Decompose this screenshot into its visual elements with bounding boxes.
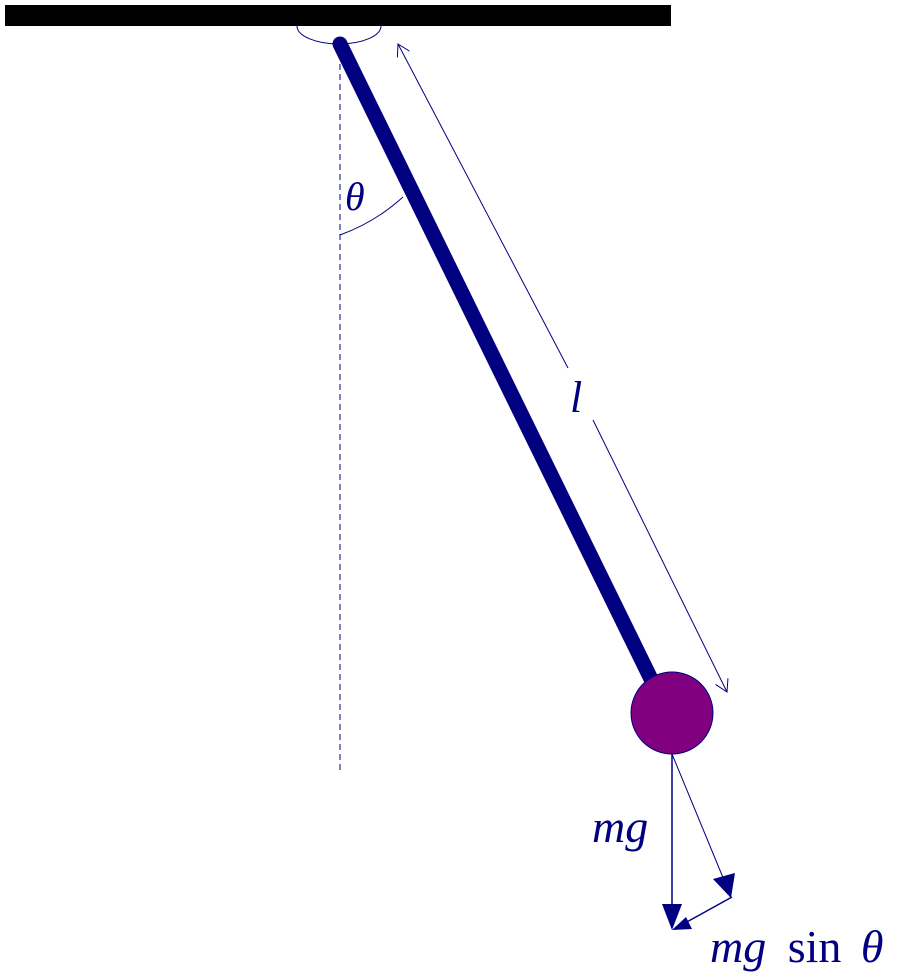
weight-label: mg: [592, 801, 648, 852]
pendulum-rod: [332, 36, 659, 687]
tangential-vector-line: [671, 753, 725, 881]
pendulum-bob: [630, 671, 714, 755]
angle-arc: [339, 196, 404, 236]
tangential-label-sin: sin: [788, 921, 842, 972]
tangential-label-mg: mg: [710, 921, 766, 972]
tangential-vector-arrowhead: [713, 873, 735, 898]
length-label: l: [570, 373, 582, 422]
connector-arrowhead: [672, 917, 692, 930]
weight-vector-arrowhead: [662, 904, 682, 930]
tangential-component-label: mg sin θ: [710, 921, 884, 972]
length-dimension-lower: [592, 419, 727, 692]
tangential-label-theta: θ: [861, 921, 884, 972]
ceiling-bar: [5, 5, 671, 26]
length-dimension-upper: [398, 44, 569, 369]
angle-label: θ: [345, 174, 365, 219]
